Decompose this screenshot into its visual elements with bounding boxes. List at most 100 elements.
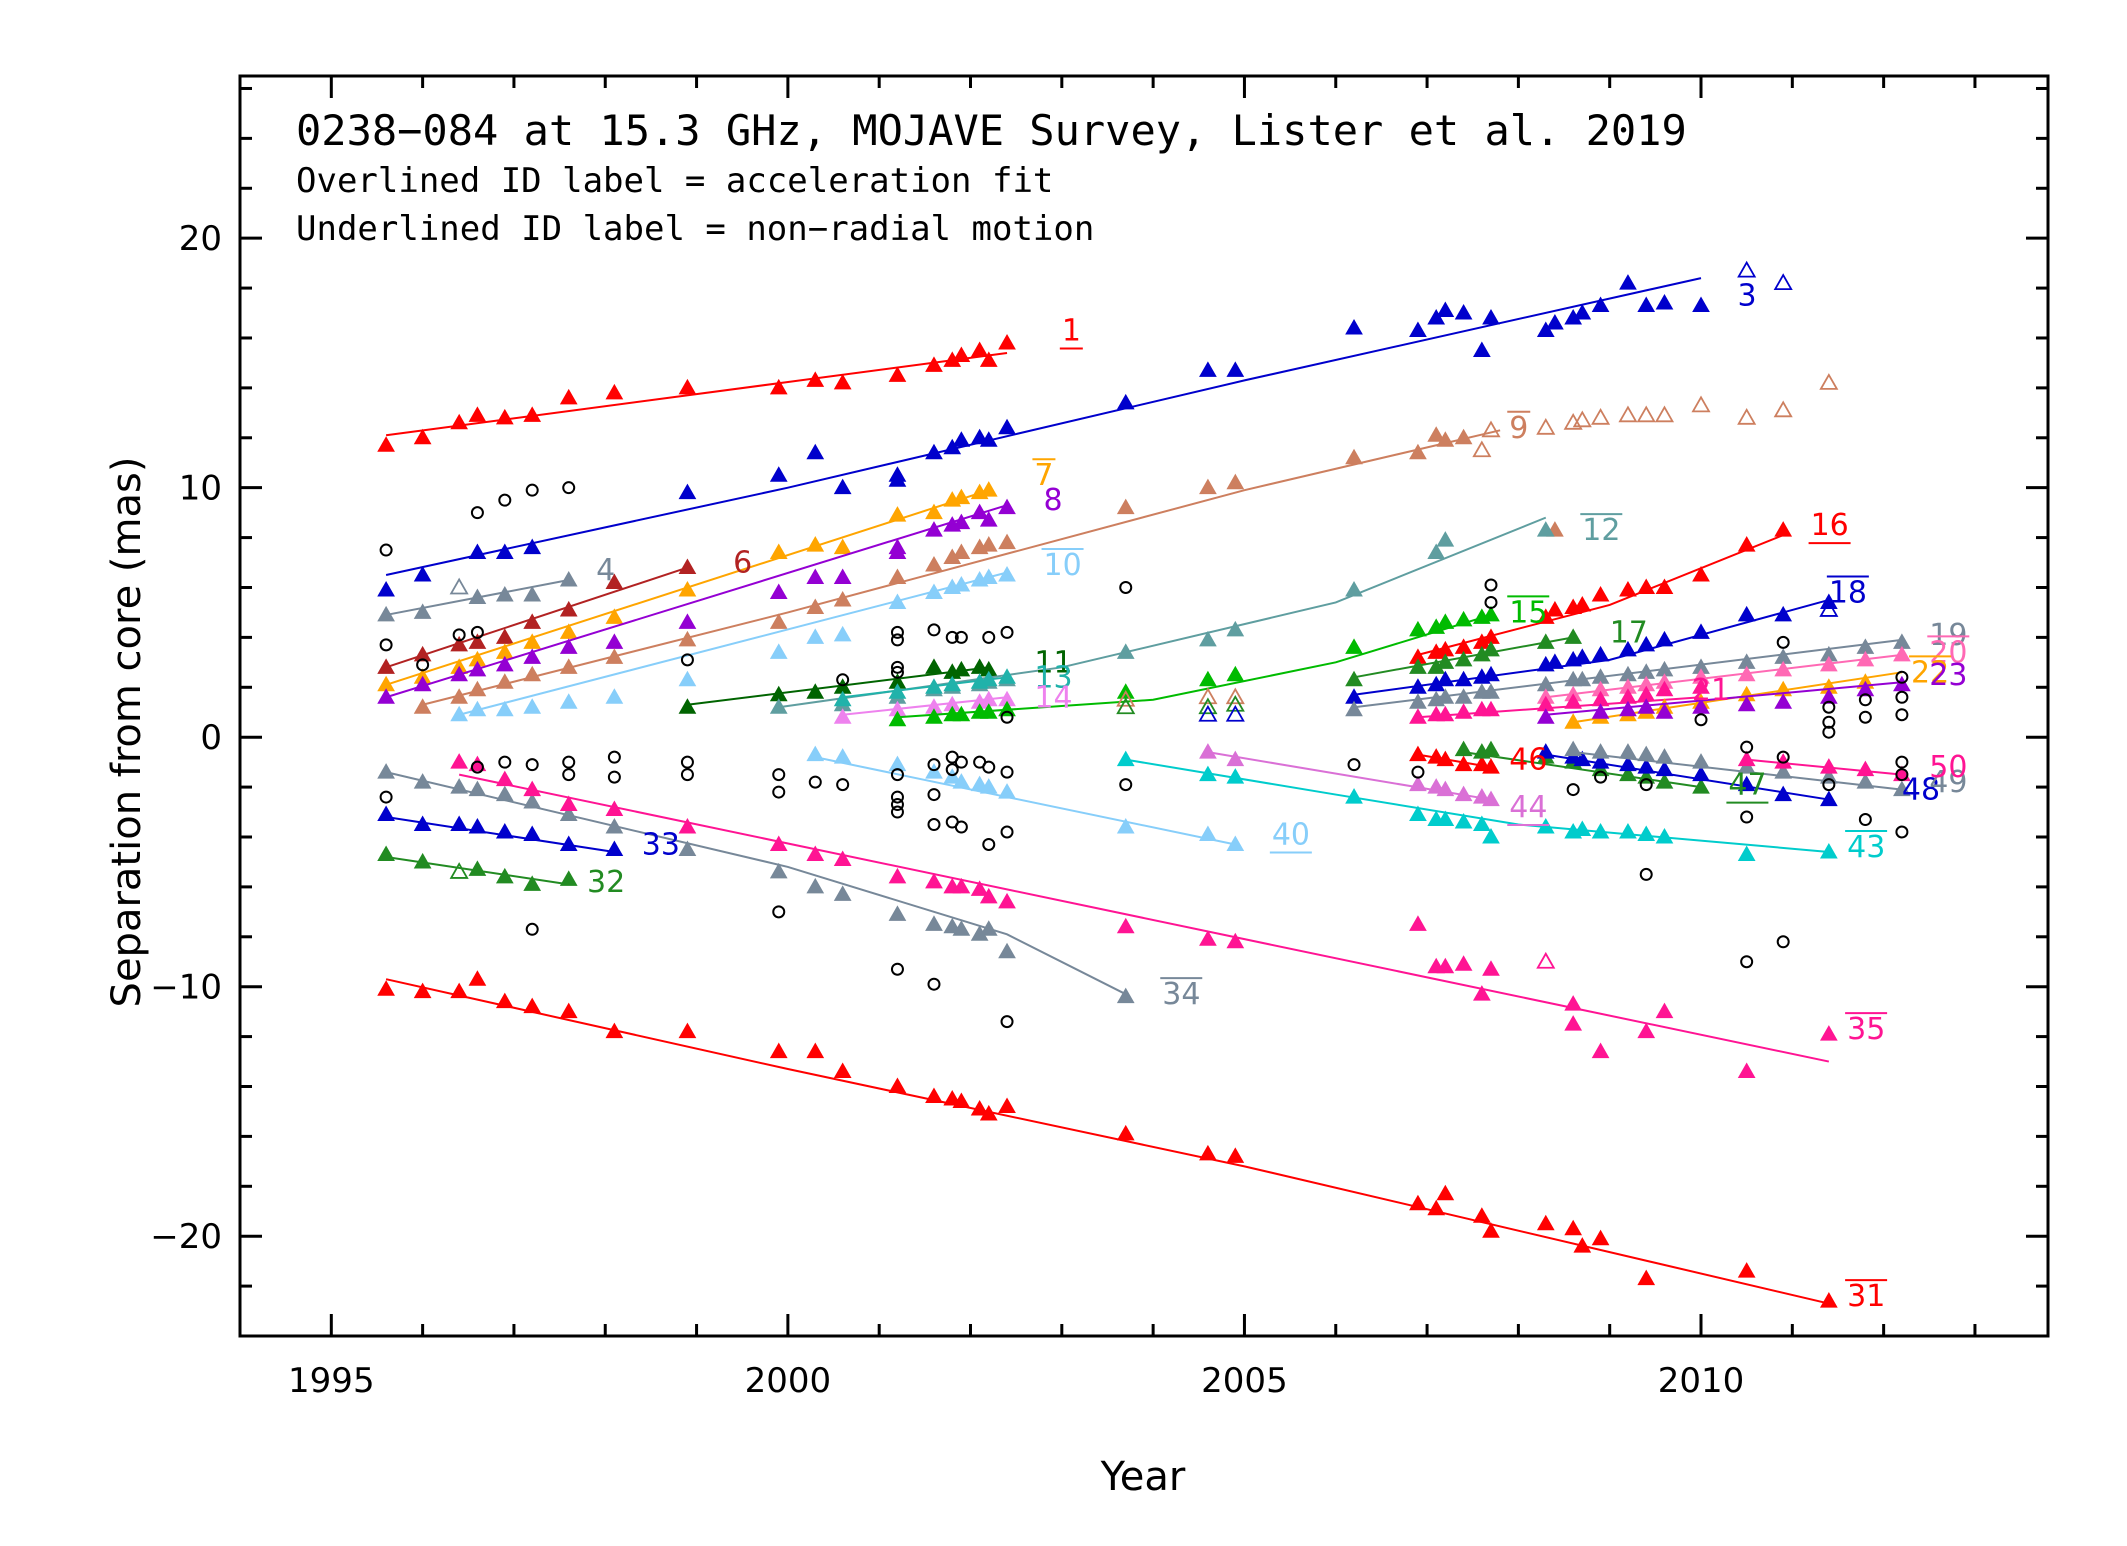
point-50 — [1737, 750, 1756, 767]
point-3 — [1436, 301, 1455, 318]
open-circle-point — [1566, 783, 1580, 797]
point-1 — [998, 333, 1016, 350]
fit-line-8 — [385, 504, 1008, 699]
open-circle-point — [1895, 690, 1909, 704]
point-35 — [806, 845, 825, 861]
y-tick-label: 10 — [179, 469, 222, 509]
open-circle-point — [470, 506, 484, 520]
point-50 — [1819, 758, 1838, 774]
point-18 — [1436, 670, 1455, 687]
point-open-tri-misc3 — [1198, 704, 1218, 722]
point-3 — [1573, 304, 1592, 320]
point-3 — [678, 483, 697, 500]
point-3 — [1591, 296, 1610, 313]
point-34 — [806, 877, 825, 894]
point-9 — [1116, 498, 1135, 515]
point-8 — [678, 613, 697, 629]
point-9-open — [1536, 417, 1556, 435]
point-10 — [979, 568, 998, 585]
point-8 — [998, 498, 1016, 515]
point-9 — [559, 658, 578, 674]
point-23 — [1655, 703, 1674, 719]
point-8 — [559, 638, 578, 654]
point-35 — [450, 753, 469, 769]
point-43 — [1345, 788, 1363, 804]
open-circle-point — [525, 483, 539, 497]
open-circle-point — [890, 625, 904, 639]
point-33 — [559, 835, 578, 851]
point-3 — [1637, 296, 1656, 313]
point-3 — [523, 538, 542, 555]
open-circle-point — [1000, 825, 1014, 839]
x-tick-label: 2005 — [1201, 1361, 1288, 1401]
point-32-open — [449, 862, 469, 879]
point-10 — [925, 583, 943, 599]
point-9 — [833, 590, 852, 607]
open-circle-point — [1858, 813, 1872, 827]
series-label-47: 47 — [1728, 768, 1766, 803]
series-label-11: 11 — [1034, 645, 1072, 680]
point-35 — [1454, 955, 1473, 971]
open-circle-point — [525, 922, 539, 936]
open-circle-point — [607, 750, 621, 764]
point-8 — [769, 583, 788, 599]
series-label-31: 31 — [1847, 1279, 1885, 1314]
open-circle-point — [927, 977, 941, 991]
point-1 — [605, 383, 624, 400]
point-10 — [888, 593, 907, 609]
point-46 — [1409, 745, 1427, 762]
series-label-3: 3 — [1738, 279, 1757, 314]
point-15 — [1436, 613, 1455, 629]
point-3 — [1409, 321, 1427, 337]
point-10 — [495, 700, 514, 717]
point-9-open — [1472, 440, 1492, 458]
open-circle-point — [1822, 715, 1836, 729]
series-label-9: 9 — [1509, 411, 1528, 446]
point-13 — [925, 678, 943, 694]
open-circle-point — [982, 630, 996, 644]
fit-line-10 — [458, 571, 1008, 716]
point-6 — [523, 613, 542, 629]
series-label-16: 16 — [1811, 508, 1849, 543]
point-31 — [1536, 1214, 1555, 1231]
open-circle-point — [890, 962, 904, 976]
series-label-17: 17 — [1610, 615, 1648, 650]
point-11 — [952, 660, 971, 677]
point-1 — [806, 371, 825, 387]
point-22 — [1564, 713, 1583, 729]
point-31 — [1564, 1219, 1583, 1236]
open-circle-point — [927, 788, 941, 802]
open-circle-point — [927, 623, 941, 637]
point-48 — [1737, 775, 1756, 792]
point-31 — [678, 1022, 697, 1039]
point-44 — [1454, 785, 1473, 802]
open-circle-point — [1822, 700, 1836, 714]
point-3 — [377, 580, 395, 597]
point-31 — [468, 970, 487, 986]
point-12 — [1199, 630, 1217, 647]
point-40 — [1199, 825, 1217, 841]
point-3-open — [1773, 273, 1793, 290]
point-16 — [1637, 578, 1656, 594]
point-1 — [377, 436, 395, 452]
series-label-14: 14 — [1034, 680, 1072, 715]
point-18 — [1655, 630, 1674, 647]
point-open-tri-misc — [1198, 687, 1218, 705]
point-6 — [559, 600, 578, 617]
point-31 — [1116, 1124, 1135, 1141]
point-3 — [1472, 341, 1491, 357]
point-15 — [1482, 605, 1500, 622]
open-circle-point — [982, 760, 996, 774]
open-circle-point — [982, 837, 996, 851]
plot-frame — [238, 74, 2050, 1338]
series-label-10: 10 — [1044, 548, 1082, 583]
point-31 — [1427, 1199, 1446, 1216]
point-18 — [1546, 653, 1564, 669]
point-31 — [1472, 1207, 1491, 1223]
point-3 — [925, 443, 943, 460]
y-axis-label: Separation from core (mas) — [104, 457, 150, 1008]
open-circle-point — [562, 481, 576, 495]
point-3 — [888, 471, 907, 487]
